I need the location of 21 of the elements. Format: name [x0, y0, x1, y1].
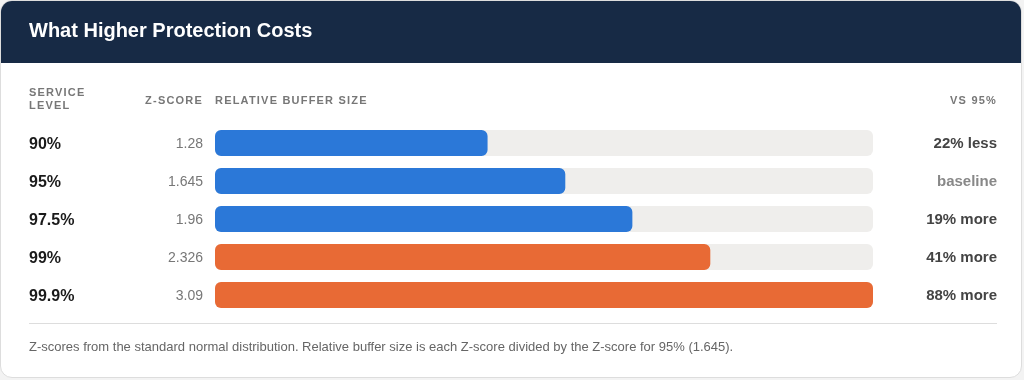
text: Z-scores from the standard normal distribution. Relative buffer size is each Z-score divided by the Z-score for 95% (1.645). — [29, 339, 734, 354]
text: 19% more — [926, 210, 997, 227]
data-label: 2.326 — [167, 249, 204, 265]
text: 22% less — [933, 134, 997, 151]
text: 88% more — [926, 286, 997, 303]
y-tick-label: 99.9% — [29, 287, 75, 304]
data-label: 1.645 — [167, 173, 204, 189]
chart-title: What Higher Protection Costs — [29, 19, 313, 42]
data-label: 3.09 — [175, 287, 204, 303]
y-tick-label: 97.5% — [29, 211, 75, 228]
data-label: 1.96 — [175, 211, 204, 227]
y-tick-label: 99% — [29, 249, 62, 266]
y-axis-title: SERVICE LEVEL — [29, 86, 87, 112]
text: 41% more — [926, 248, 997, 265]
data-label: 1.28 — [175, 135, 204, 151]
text: baseline — [936, 172, 997, 189]
x-axis-title: RELATIVE BUFFER SIZE — [215, 94, 368, 107]
text: VS 95% — [950, 94, 997, 107]
y-tick-label: 90% — [29, 135, 62, 152]
text: Z-SCORE — [145, 94, 203, 107]
y-tick-label: 95% — [29, 173, 62, 190]
